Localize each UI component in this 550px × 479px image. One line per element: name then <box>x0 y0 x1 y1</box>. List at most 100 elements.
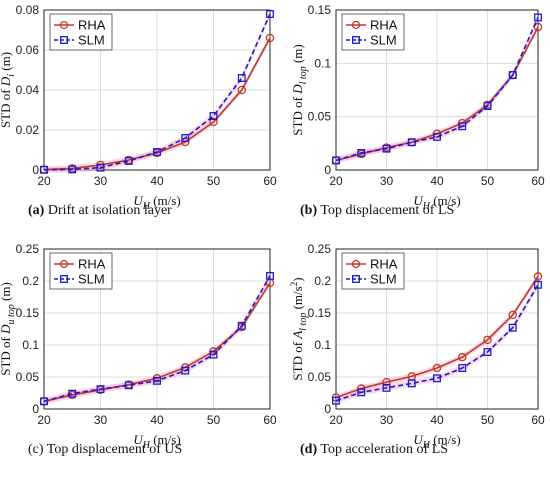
x-axis-label: UH (m/s) <box>413 193 460 212</box>
series-line-slm <box>335 17 539 162</box>
data-point-rha <box>483 335 492 345</box>
data-point-slm <box>209 350 218 359</box>
legend-label: SLM <box>370 272 397 287</box>
legend-box <box>49 13 113 51</box>
legend-label: SLM <box>370 33 397 48</box>
x-tick-label: 30 <box>380 174 394 188</box>
x-tick-label: 60 <box>531 413 545 427</box>
y-tick-label: 0.08 <box>16 3 40 17</box>
data-point-slm <box>266 10 274 18</box>
data-point-rha <box>432 363 442 373</box>
y-tick-label: 0.15 <box>16 306 40 320</box>
x-tick-label: 60 <box>531 174 545 188</box>
x-tick-label: 50 <box>207 174 221 188</box>
data-point-slm <box>40 397 48 406</box>
y-tick-label: 0.1 <box>314 56 331 70</box>
x-tick-label: 40 <box>150 413 164 427</box>
x-tick-label: 50 <box>481 174 495 188</box>
data-point-slm <box>433 374 441 383</box>
data-point-slm <box>181 134 190 142</box>
data-point-rha <box>237 85 246 95</box>
y-tick-label: 0.25 <box>308 242 332 256</box>
legend-label: RHA <box>78 18 106 33</box>
x-tick-label: 40 <box>430 174 444 188</box>
caption-tag: (a) <box>28 203 45 218</box>
caption-tag: (d) <box>300 442 318 457</box>
panel-caption: (b) Top displacement of LS <box>300 203 454 219</box>
y-tick-label: 0 <box>32 402 39 416</box>
caption-text: Drift at isolation layer <box>44 203 172 218</box>
data-point-slm <box>237 321 246 330</box>
y-tick-label: 0.04 <box>16 83 40 97</box>
x-tick-label: 40 <box>150 174 164 188</box>
y-tick-label: 0.02 <box>16 123 40 137</box>
legend-box <box>341 252 405 290</box>
legend-box <box>341 13 405 51</box>
x-axis-label: UH (m/s) <box>133 432 180 451</box>
y-tick-label: 0 <box>324 402 331 416</box>
legend-label: RHA <box>370 257 398 272</box>
data-point-slm <box>407 379 416 388</box>
y-axis-label: STD of Dl top (m) <box>290 44 309 135</box>
data-point-slm <box>433 132 441 141</box>
y-tick-label: 0.15 <box>308 3 332 17</box>
panel-caption: (d) Top acceleration of LS <box>300 442 448 458</box>
y-tick-label: 0.25 <box>16 242 40 256</box>
series-line-slm <box>43 13 271 171</box>
y-axis-label: STD of Al top (m/s2) <box>289 277 309 380</box>
data-point-slm <box>209 112 218 120</box>
y-tick-label: 0 <box>324 163 331 177</box>
y-tick-label: 0.05 <box>308 370 332 384</box>
legend-marker <box>352 275 360 283</box>
data-point-slm <box>458 122 467 131</box>
x-axis-label: UH (m/s) <box>413 432 460 451</box>
legend-label: SLM <box>78 33 105 48</box>
data-point-slm <box>96 163 105 172</box>
x-tick-label: 60 <box>263 413 277 427</box>
data-point-slm <box>124 157 133 165</box>
data-point-slm <box>124 381 133 390</box>
data-point-slm <box>483 102 492 110</box>
y-tick-label: 0.2 <box>314 274 331 288</box>
data-point-slm <box>153 148 161 156</box>
y-axis-label: STD of Du top (m) <box>0 282 17 376</box>
legend-label: RHA <box>370 18 398 33</box>
legend-marker <box>59 20 69 30</box>
x-tick-label: 20 <box>37 413 51 427</box>
data-point-slm <box>357 388 366 397</box>
series-line-rha <box>335 276 539 399</box>
series-line-rha <box>43 37 271 171</box>
caption-text: (c) Top displacement of US <box>28 442 183 457</box>
data-point-rha <box>265 33 275 43</box>
y-tick-label: 0.2 <box>22 274 39 288</box>
caption-text: Top displacement of LS <box>317 203 455 218</box>
x-tick-label: 40 <box>430 413 444 427</box>
data-point-slm <box>357 148 366 157</box>
series-line-slm <box>43 275 271 403</box>
y-tick-label: 0.06 <box>16 43 40 57</box>
y-tick-label: 0.15 <box>308 306 332 320</box>
legend-label: SLM <box>78 272 105 287</box>
x-tick-label: 20 <box>329 413 343 427</box>
data-point-slm <box>508 323 517 332</box>
data-point-slm <box>534 280 542 289</box>
panel-caption: (c) Top displacement of US <box>28 442 182 458</box>
panel-caption: (a) Drift at isolation layer <box>28 203 172 219</box>
x-tick-label: 30 <box>380 413 394 427</box>
axes-frame <box>43 248 271 410</box>
series-band <box>336 273 538 401</box>
data-point-slm <box>407 138 416 147</box>
axes-frame <box>335 248 539 410</box>
data-point-slm <box>534 13 542 22</box>
x-axis-label: UH (m/s) <box>133 193 180 212</box>
data-point-slm <box>68 165 77 174</box>
caption-tag: (b) <box>300 203 318 218</box>
data-point-slm <box>382 144 391 153</box>
data-point-rha <box>533 272 543 281</box>
data-point-slm <box>332 396 340 405</box>
caption-text: Top acceleration of LS <box>317 442 449 457</box>
y-tick-label: 0 <box>32 163 39 177</box>
data-point-slm <box>266 271 274 280</box>
